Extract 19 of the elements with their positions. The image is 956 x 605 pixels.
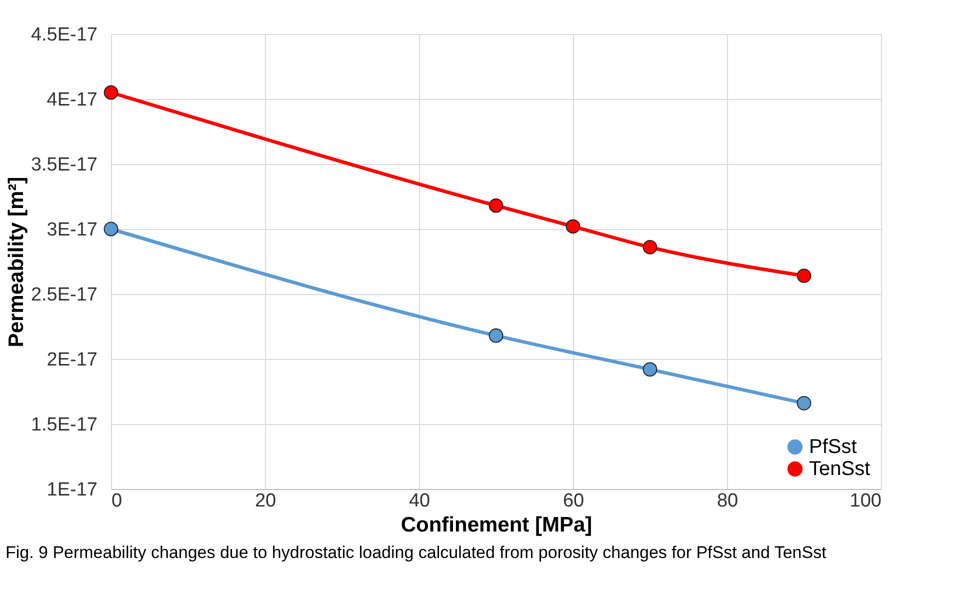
- y-tick-label: 1.5E-17: [30, 414, 98, 436]
- y-axis-title: Permeability [m²]: [4, 176, 28, 348]
- y-tick-label: 2.5E-17: [30, 284, 98, 306]
- x-tick-label: 80: [716, 490, 738, 512]
- x-tick-label: 40: [408, 490, 430, 512]
- y-tick-label: 2E-17: [46, 350, 98, 370]
- x-tick-label: 0: [112, 490, 122, 512]
- legend-label: TenSst: [809, 458, 871, 480]
- y-tick-label: 1E-17: [46, 480, 98, 500]
- x-tick-label: 60: [562, 490, 584, 512]
- x-tick-label: 100: [850, 490, 882, 512]
- x-axis-title: Confinement [MPa]: [400, 514, 592, 536]
- x-tick-label: 20: [254, 490, 276, 512]
- y-tick-label: 3E-17: [46, 220, 98, 240]
- y-tick-label: 3.5E-17: [30, 154, 98, 176]
- y-tick-label: 4.5E-17: [30, 24, 98, 46]
- y-tick-label: 4E-17: [46, 90, 98, 110]
- legend-label: PfSst: [809, 436, 858, 458]
- caption: Fig. 9 Permeability changes due to hydrostatic loading calculated from porosity changes for PfSst and TenSst: [5, 543, 827, 562]
